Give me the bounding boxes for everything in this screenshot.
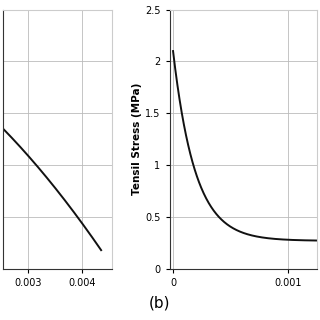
Y-axis label: Tensil Stress (MPa): Tensil Stress (MPa) (132, 83, 142, 196)
Text: (b): (b) (149, 295, 171, 310)
